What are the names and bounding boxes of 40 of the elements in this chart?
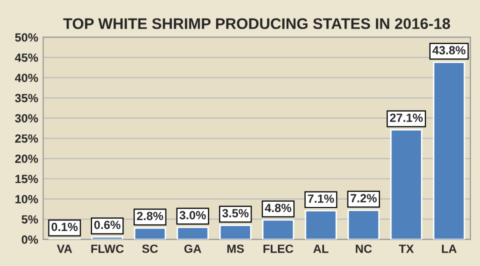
x-tick-label: NC — [356, 244, 372, 253]
bar — [432, 62, 466, 240]
x-tick-label: AL — [313, 244, 328, 253]
chart-title: TOP WHITE SHRIMP PRODUCING STATES IN 2016-18 — [63, 18, 450, 30]
x-tick-label: FLEC — [264, 244, 294, 253]
data-label: 43.8% — [432, 46, 466, 54]
data-label: 7.1% — [308, 194, 334, 203]
x-tick-label: MS — [227, 244, 244, 253]
x-tick-label: FLWC — [91, 244, 124, 253]
x-tick-label: GA — [184, 244, 202, 253]
data-label: 2.8% — [136, 212, 164, 220]
bar — [134, 227, 166, 240]
y-tick-label: 25% — [15, 134, 38, 143]
data-label: 7.2% — [350, 194, 377, 202]
x-tick-label: LA — [442, 244, 457, 253]
data-label: 27.1% — [390, 114, 423, 122]
x-tick-label: VA — [56, 244, 72, 253]
bar — [304, 210, 337, 240]
bar — [390, 129, 422, 240]
data-label: 0.1% — [52, 222, 78, 232]
y-tick-label: 45% — [14, 54, 38, 62]
y-tick-label: 30% — [14, 114, 38, 123]
y-tick-label: 10% — [15, 195, 38, 204]
bar — [219, 224, 252, 240]
x-tick-label: TX — [398, 244, 414, 253]
y-tick-label: 35% — [14, 94, 38, 102]
data-label: 4.8% — [264, 204, 292, 212]
data-label: 0.6% — [94, 220, 120, 230]
x-tick-label: SC — [142, 244, 158, 253]
y-tick-label: 5% — [22, 215, 38, 224]
data-label: 3.5% — [222, 209, 249, 218]
y-tick-label: 50% — [15, 33, 38, 42]
bar — [176, 226, 209, 240]
data-label: 3.0% — [180, 211, 206, 220]
y-tick-label: 20% — [15, 154, 38, 163]
y-tick-label: 0% — [22, 235, 38, 244]
y-tick-label: 40% — [14, 74, 38, 82]
bar — [262, 219, 294, 240]
y-tick-label: 15% — [15, 174, 38, 184]
bar — [348, 210, 380, 240]
